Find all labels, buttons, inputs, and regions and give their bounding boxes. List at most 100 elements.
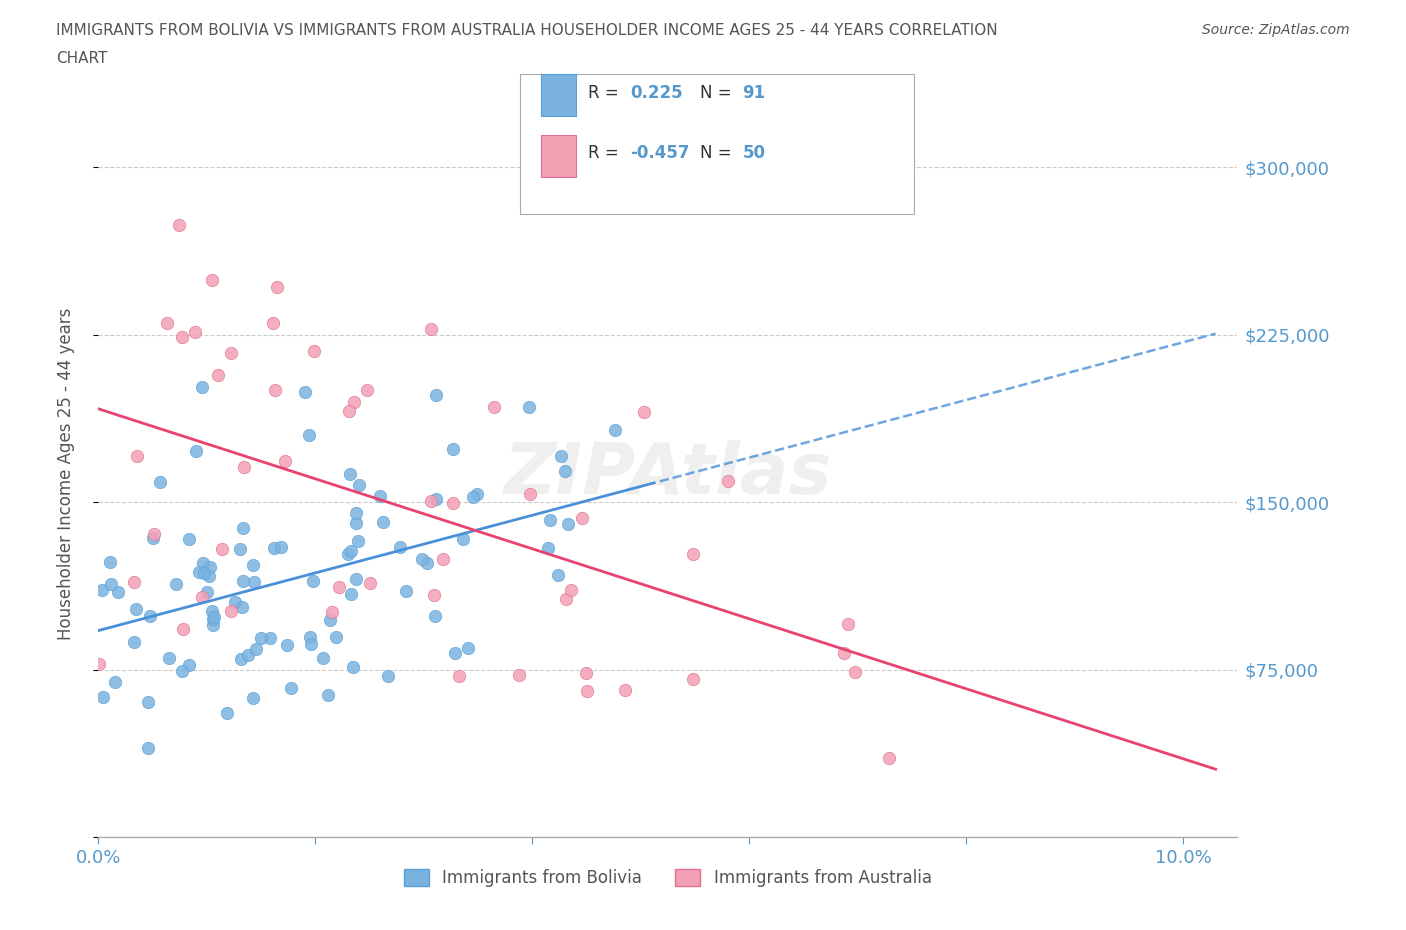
Point	[425, 388, 447, 403]
Point	[432, 551, 454, 566]
Point	[100, 577, 122, 591]
Point	[215, 706, 238, 721]
Point	[444, 645, 467, 660]
Point	[344, 515, 367, 530]
Point	[190, 379, 212, 394]
Point	[339, 467, 361, 482]
Point	[89, 657, 111, 671]
Point	[188, 565, 211, 579]
Point	[184, 325, 207, 339]
Point	[195, 585, 218, 600]
Text: IMMIGRANTS FROM BOLIVIA VS IMMIGRANTS FROM AUSTRALIA HOUSEHOLDER INCOME AGES 25 : IMMIGRANTS FROM BOLIVIA VS IMMIGRANTS FR…	[56, 23, 998, 38]
Point	[231, 651, 253, 666]
Point	[337, 547, 360, 562]
Text: Source: ZipAtlas.com: Source: ZipAtlas.com	[1202, 23, 1350, 37]
Point	[302, 344, 325, 359]
Point	[179, 658, 201, 672]
Point	[312, 651, 335, 666]
Point	[224, 594, 246, 609]
Point	[340, 543, 363, 558]
Point	[127, 448, 149, 463]
Point	[104, 674, 127, 689]
Text: R =: R =	[588, 144, 624, 163]
Point	[547, 567, 569, 582]
Point	[538, 512, 561, 527]
Point	[91, 689, 114, 704]
Point	[276, 637, 298, 652]
Point	[298, 630, 321, 644]
Point	[193, 565, 215, 580]
Point	[170, 329, 193, 344]
Point	[423, 588, 446, 603]
Point	[136, 740, 159, 755]
Point	[344, 571, 367, 586]
Point	[550, 449, 572, 464]
Point	[461, 490, 484, 505]
Point	[603, 423, 626, 438]
Point	[250, 631, 273, 645]
Point	[325, 630, 347, 644]
Point	[207, 367, 229, 382]
Text: 50: 50	[742, 144, 765, 163]
Point	[328, 579, 350, 594]
Point	[90, 583, 112, 598]
Point	[211, 541, 233, 556]
Point	[263, 540, 285, 555]
Point	[201, 604, 224, 618]
Point	[202, 618, 225, 632]
Y-axis label: Householder Income Ages 25 - 44 years: Householder Income Ages 25 - 44 years	[56, 308, 75, 641]
Point	[339, 586, 361, 601]
Point	[259, 631, 281, 645]
Point	[555, 591, 578, 606]
Point	[560, 583, 582, 598]
Point	[167, 218, 190, 232]
Point	[136, 695, 159, 710]
Point	[165, 577, 187, 591]
Point	[554, 463, 576, 478]
Point	[319, 612, 342, 627]
Point	[200, 272, 222, 287]
Point	[201, 611, 224, 626]
Point	[411, 551, 433, 566]
Point	[298, 428, 321, 443]
Point	[371, 514, 394, 529]
Point	[202, 609, 225, 624]
Point	[232, 521, 254, 536]
Point	[316, 687, 339, 702]
Point	[717, 473, 740, 488]
Point	[537, 541, 560, 556]
Point	[143, 526, 166, 541]
Text: R =: R =	[588, 84, 624, 102]
Point	[170, 664, 193, 679]
Point	[231, 600, 253, 615]
Point	[837, 617, 859, 631]
Point	[347, 478, 370, 493]
Point	[343, 394, 366, 409]
Point	[508, 668, 530, 683]
Point	[337, 404, 360, 418]
Point	[274, 454, 297, 469]
Point	[519, 486, 541, 501]
Point	[482, 400, 505, 415]
Point	[465, 486, 488, 501]
Point	[219, 346, 242, 361]
Point	[149, 474, 172, 489]
Point	[139, 608, 162, 623]
Point	[682, 547, 704, 562]
Point	[557, 516, 579, 531]
Point	[219, 604, 242, 618]
Text: -0.457: -0.457	[630, 144, 689, 163]
Point	[155, 315, 177, 330]
Point	[198, 568, 221, 583]
Point	[229, 541, 252, 556]
Point	[233, 459, 256, 474]
Point	[299, 637, 322, 652]
Point	[266, 280, 288, 295]
Point	[172, 622, 194, 637]
Point	[302, 574, 325, 589]
Point	[242, 557, 264, 572]
Point	[294, 385, 316, 400]
Point	[368, 488, 391, 503]
Point	[270, 539, 292, 554]
Point	[441, 442, 464, 457]
